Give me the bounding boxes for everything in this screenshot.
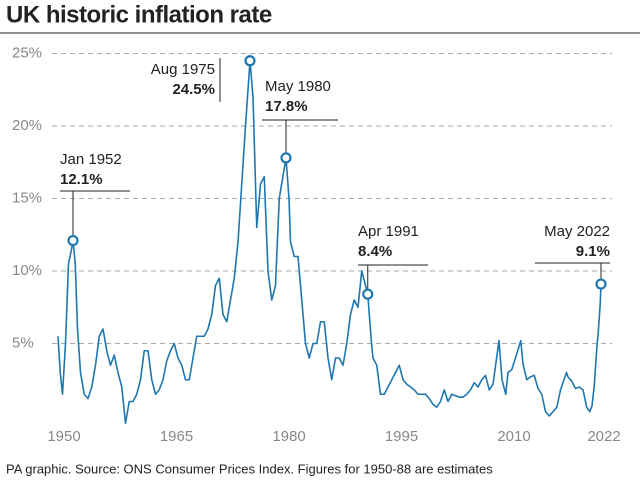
y-tick-label: 10% — [12, 262, 42, 279]
x-tick-label: 1950 — [47, 428, 80, 445]
peak-marker — [280, 152, 292, 164]
x-tick-label: 2010 — [497, 428, 530, 445]
x-tick-label: 1980 — [272, 428, 305, 445]
x-tick-label: 1965 — [160, 428, 193, 445]
peak-marker — [595, 278, 607, 290]
annotation-label: May 2022 — [544, 223, 610, 240]
annotation-value: 9.1% — [576, 243, 610, 260]
annotation-value: 17.8% — [265, 98, 308, 115]
chart-title: UK historic inflation rate — [6, 1, 272, 28]
x-tick-label: 2022 — [587, 428, 620, 445]
annotation-label: May 1980 — [265, 78, 331, 95]
annotation-label: Apr 1991 — [358, 223, 419, 240]
y-tick-label: 5% — [12, 334, 34, 351]
x-tick-label: 1995 — [385, 428, 418, 445]
source-note: PA graphic. Source: ONS Consumer Prices … — [6, 461, 493, 476]
y-tick-label: 15% — [12, 189, 42, 206]
annotation-label: Jan 1952 — [60, 151, 122, 168]
y-tick-label: 20% — [12, 117, 42, 134]
peak-marker — [244, 55, 256, 67]
annotation-value: 24.5% — [172, 81, 215, 98]
annotation-value: 8.4% — [358, 243, 392, 260]
annotation-label: Aug 1975 — [151, 61, 215, 78]
peak-marker — [67, 234, 79, 247]
inflation-line — [57, 59, 602, 425]
annotation-value: 12.1% — [60, 171, 103, 188]
peak-marker — [362, 288, 374, 300]
y-tick-label: 25% — [12, 44, 42, 61]
